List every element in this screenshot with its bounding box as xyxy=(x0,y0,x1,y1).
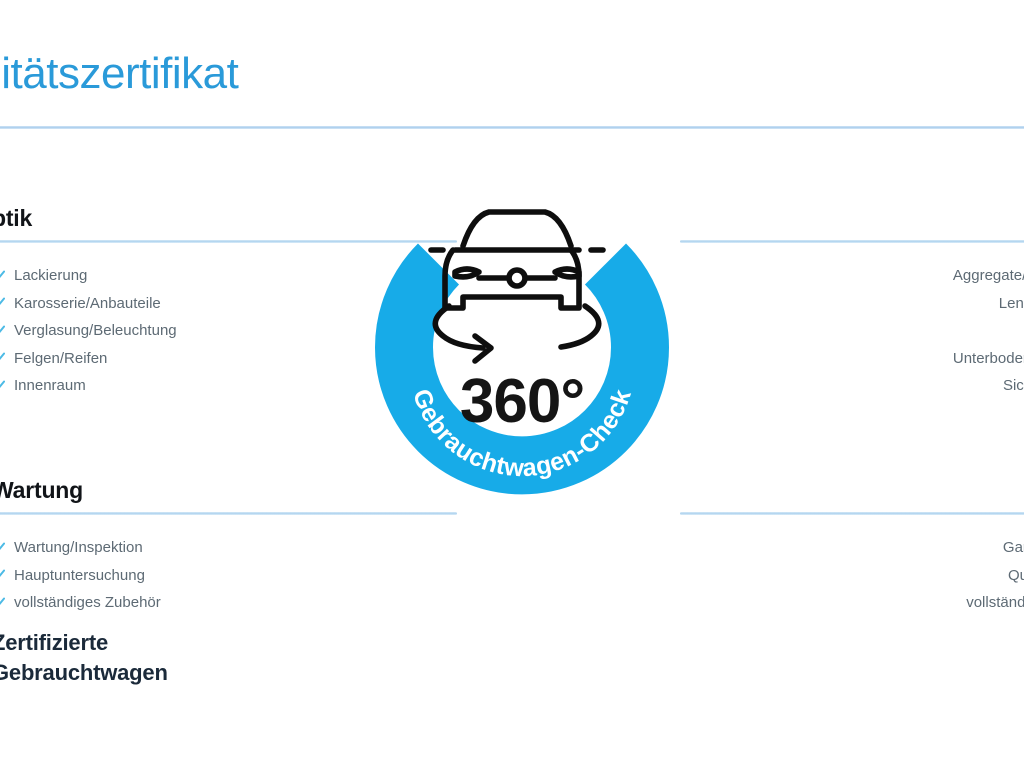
list-item: Lackierung xyxy=(0,262,457,290)
list-item-label: Lenkung/Fahrwerk xyxy=(998,294,1024,312)
list-item-label: Wartung/Inspektion xyxy=(14,539,143,557)
list-item-label: Hauptuntersuchung xyxy=(14,566,145,584)
section-divider-garantie xyxy=(680,512,1024,516)
page-title: litätszertifikat xyxy=(0,49,239,98)
check-icon xyxy=(0,352,5,365)
section-divider-wartung xyxy=(0,512,457,516)
list-item: Felgen/Reifen xyxy=(0,345,457,373)
list-item: Hauptuntersuchung xyxy=(0,562,457,590)
list-item-label: Felgen/Reifen xyxy=(14,349,108,367)
certification-claim: Zertifizierte Gebrauchtwagen xyxy=(0,630,168,685)
check-icon xyxy=(0,297,5,310)
section-wartung: Wartung Wartung/Inspektion Hauptuntersuc… xyxy=(0,477,457,617)
list-item-label: Lackierung xyxy=(14,267,88,285)
list-item-label: Garantienachweis xyxy=(1002,539,1024,557)
list-item-label: Karosserie/Anbauteile xyxy=(14,294,161,312)
check-icon xyxy=(0,270,5,283)
checklist-wartung: Wartung/Inspektion Hauptuntersuchung vol… xyxy=(0,534,457,617)
list-item-label: Unterboden/Abgasanlage xyxy=(952,349,1024,367)
list-item-label: Sicherheit/Elektrik xyxy=(1002,377,1024,395)
list-item-label: Innenraum xyxy=(14,377,86,395)
list-item: Lenkung/Fahrwerk xyxy=(680,290,1024,318)
check-icon xyxy=(0,380,5,393)
list-item: Sicherheit/Elektrik xyxy=(680,372,1024,400)
checklist-technik: Aggregate/Antriebsstrang Lenkung/Fahrwer… xyxy=(680,262,1024,400)
checklist-optik: Lackierung Karosserie/Anbauteile Verglas… xyxy=(0,262,457,400)
list-item: Innenraum xyxy=(0,372,457,400)
list-item-label: Aggregate/Antriebsstrang xyxy=(952,267,1024,285)
title-divider xyxy=(0,126,1024,129)
list-item: Verglasung/Beleuchtung xyxy=(0,317,457,345)
list-item: Wartung/Inspektion xyxy=(0,534,457,562)
section-heading-optik: ptik xyxy=(0,205,33,231)
checklist-garantie: Garantienachweis Qualitätszertifikat vol… xyxy=(680,534,1024,617)
list-item: Qualitätszertifikat xyxy=(680,562,1024,590)
list-item: Garantienachweis xyxy=(680,534,1024,562)
section-divider-technik xyxy=(680,240,1024,244)
list-item: vollständige Unterlagen xyxy=(680,589,1024,617)
column-left: ptik Lackierung Karosserie/Anbauteile xyxy=(0,205,457,617)
list-item-label: Qualitätszertifikat xyxy=(1007,566,1024,584)
column-right: Technik Aggregate/Antriebsstrang Lenkung… xyxy=(680,205,1024,617)
check-icon xyxy=(0,542,5,555)
section-garantie: Garantie Garantienachweis Qualitätszerti… xyxy=(680,477,1024,617)
section-optik: ptik Lackierung Karosserie/Anbauteile xyxy=(0,205,457,400)
section-heading-garantie: Garantie xyxy=(680,477,1024,503)
list-item: Karosserie/Anbauteile xyxy=(0,290,457,318)
list-item: vollständiges Zubehör xyxy=(0,589,457,617)
badge-360-gebrauchtwagen-check: Gebrauchtwagen-Check xyxy=(357,188,687,518)
check-icon xyxy=(0,569,5,582)
car-rotate-icon xyxy=(428,209,606,364)
list-item: Bremsanlage xyxy=(680,317,1024,345)
section-divider-optik xyxy=(0,240,457,244)
list-item-label: Verglasung/Beleuchtung xyxy=(14,322,177,340)
badge-degrees-label: 360° xyxy=(459,367,585,436)
list-item: Aggregate/Antriebsstrang xyxy=(680,262,1024,290)
check-icon xyxy=(0,325,5,338)
list-item-label: vollständige Unterlagen xyxy=(966,594,1024,612)
section-heading-technik: Technik xyxy=(680,205,1024,231)
list-item: Unterboden/Abgasanlage xyxy=(680,345,1024,373)
list-item-label: vollständiges Zubehör xyxy=(14,594,161,612)
check-icon xyxy=(0,597,5,610)
section-technik: Technik Aggregate/Antriebsstrang Lenkung… xyxy=(680,205,1024,400)
section-heading-wartung: Wartung xyxy=(0,476,84,503)
